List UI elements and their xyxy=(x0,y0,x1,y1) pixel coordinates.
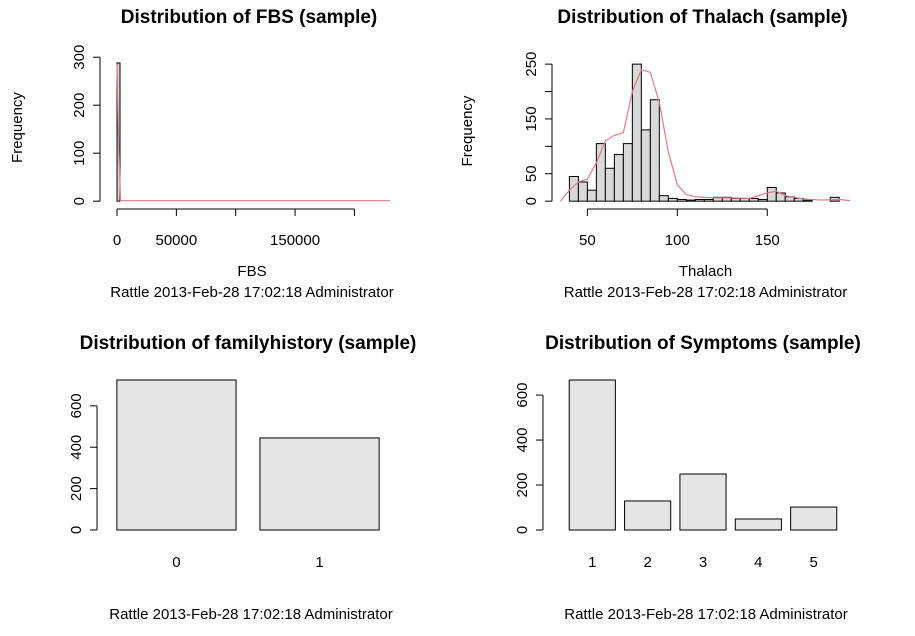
x-tick-label: 150 xyxy=(755,232,780,249)
bar xyxy=(624,500,672,531)
chart-panel: Distribution of Symptoms (sample) Rattle … xyxy=(514,333,861,623)
chart-subtitle: Rattle 2013-Feb-28 17:02:18 Administrato… xyxy=(109,606,393,623)
y-tick-label: 0 xyxy=(523,197,540,205)
histogram-bar xyxy=(730,197,741,202)
y-tick-label: 300 xyxy=(71,45,88,70)
y-tick-label: 400 xyxy=(68,435,85,460)
y-tick-label: 600 xyxy=(514,383,531,408)
chart-title: Distribution of Thalach (sample) xyxy=(557,7,847,28)
y-tick-label: 0 xyxy=(71,197,88,205)
bar xyxy=(790,506,838,531)
histogram-bar xyxy=(685,199,696,202)
y-tick-label: 200 xyxy=(68,476,85,501)
chart-title: Distribution of familyhistory (sample) xyxy=(80,333,417,354)
histogram-bar xyxy=(757,199,768,202)
y-tick-label: 50 xyxy=(523,165,540,182)
histogram-bar xyxy=(649,99,660,202)
histogram-bar xyxy=(640,129,651,202)
density-line xyxy=(559,68,851,202)
histogram-bar xyxy=(586,189,597,202)
y-tick-label: 200 xyxy=(71,93,88,118)
y-axis-label: Frequency xyxy=(459,95,476,166)
chart-subtitle: Rattle 2013-Feb-28 17:02:18 Administrato… xyxy=(564,606,848,623)
y-tick-label: 400 xyxy=(514,428,531,453)
y-tick-label: 0 xyxy=(514,526,531,534)
chart-panel: Distribution of familyhistory (sample) Ra… xyxy=(68,333,416,623)
histogram-bar xyxy=(667,197,678,202)
x-tick-label: 1 xyxy=(315,554,323,571)
x-tick-label: 0 xyxy=(172,554,180,571)
histogram-bar xyxy=(613,154,624,202)
y-tick-label: 100 xyxy=(71,141,88,166)
chart-panel: Distribution of Thalach (sample) Rattle 2… xyxy=(459,7,851,301)
y-axis-label: Frequency xyxy=(9,92,26,163)
x-tick-label: 50 xyxy=(579,232,596,249)
histogram-bar xyxy=(676,199,687,202)
chart-panel: Distribution of FBS (sample) Rattle 2013-… xyxy=(9,7,394,301)
x-tick-label: 100 xyxy=(665,232,690,249)
x-axis-label: FBS xyxy=(237,263,266,280)
histogram-bar xyxy=(694,199,705,202)
histogram-bar xyxy=(631,63,642,202)
histogram-bar xyxy=(703,199,714,202)
x-tick-label: 2 xyxy=(643,554,651,571)
bar xyxy=(679,473,727,531)
histogram-bar xyxy=(658,195,669,202)
histogram-bar xyxy=(766,186,777,202)
histogram-bar xyxy=(577,181,588,202)
x-tick-label: 4 xyxy=(754,554,762,571)
y-tick-label: 200 xyxy=(514,473,531,498)
histogram-bar xyxy=(802,199,813,202)
bar xyxy=(734,518,782,531)
bar xyxy=(259,437,380,531)
histogram-bar xyxy=(748,197,759,202)
x-axis-label: Thalach xyxy=(679,263,732,280)
x-tick-label: 5 xyxy=(810,554,818,571)
y-tick-label: 600 xyxy=(68,393,85,418)
y-tick-label: 250 xyxy=(523,52,540,77)
x-tick-label: 150000 xyxy=(270,232,320,249)
chart-subtitle: Rattle 2013-Feb-28 17:02:18 Administrato… xyxy=(110,284,394,301)
chart-title: Distribution of FBS (sample) xyxy=(121,7,378,28)
x-tick-label: 1 xyxy=(588,554,596,571)
x-tick-label: 0 xyxy=(113,232,121,249)
bar xyxy=(568,379,616,531)
density-line xyxy=(116,64,390,202)
bar xyxy=(116,379,237,531)
histogram-bar xyxy=(622,143,633,202)
y-tick-label: 0 xyxy=(68,526,85,534)
x-tick-label: 3 xyxy=(699,554,707,571)
y-tick-label: 150 xyxy=(523,106,540,131)
x-tick-label: 50000 xyxy=(156,232,198,249)
histogram-bar xyxy=(604,167,615,202)
chart-title: Distribution of Symptoms (sample) xyxy=(545,333,861,354)
chart-subtitle: Rattle 2013-Feb-28 17:02:18 Administrato… xyxy=(564,284,848,301)
histogram-bar xyxy=(775,192,786,202)
